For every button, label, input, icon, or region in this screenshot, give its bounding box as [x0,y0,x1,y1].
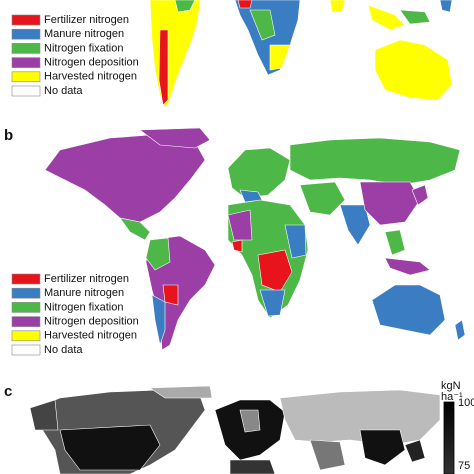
map-a [149,0,453,109]
legend-label: Fertilizer nitrogen [44,273,129,285]
legend-label: Nitrogen deposition [44,57,139,69]
colorbar-tick: 75 [458,460,470,472]
legend-label: No data [44,85,83,97]
legend-swatch [11,330,41,342]
legend-swatch [11,28,41,40]
colorbar-tick: 100 [458,397,474,409]
map-c [29,385,441,474]
colorbar-unit: kgN [441,380,461,392]
colorbar-unit: ha⁻¹ [441,391,463,403]
panel-label: c [4,383,12,400]
panel-label: b [4,127,13,144]
legend-label: Harvested nitrogen [44,71,137,83]
legend-swatch [11,14,41,26]
legend-swatch [11,287,41,299]
legend-label: Harvested nitrogen [44,330,137,342]
legend-swatch [11,344,41,356]
legend-label: Nitrogen fixation [44,301,124,313]
map-b [44,127,466,351]
legend-swatch [11,302,41,313]
legend-label: Fertilizer nitrogen [44,14,129,26]
legend-swatch [11,273,41,285]
legend: Fertilizer nitrogen Manure nitrogen Nitrog… [11,273,139,356]
legend-label: Manure nitrogen [44,28,124,40]
legend-swatch [11,43,41,54]
legend-label: Manure nitrogen [44,287,124,299]
legend-label: Nitrogen fixation [44,42,124,54]
legend-label: Nitrogen deposition [44,316,139,328]
legend-swatch [11,85,41,97]
legend-swatch [11,57,41,68]
legend-swatch [11,316,41,327]
legend-label: No data [44,344,83,356]
legend: Fertilizer nitrogen Manure nitrogen Nitrog… [11,14,139,97]
colorbar [443,401,455,474]
legend-swatch [11,71,41,83]
